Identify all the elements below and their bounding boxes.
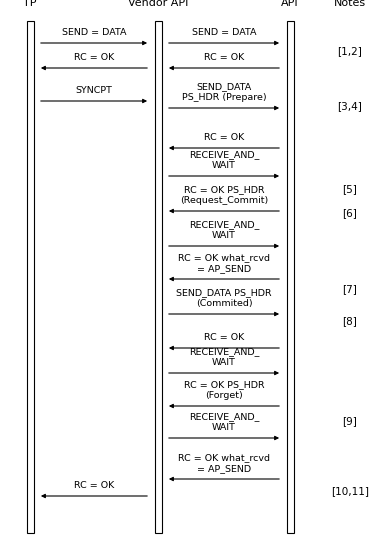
Text: RC = OK: RC = OK — [204, 133, 244, 142]
Text: RECEIVE_AND_
WAIT: RECEIVE_AND_ WAIT — [189, 150, 259, 170]
Text: Notes: Notes — [334, 0, 366, 8]
Text: RC = OK PS_HDR
(Forget): RC = OK PS_HDR (Forget) — [184, 381, 264, 400]
Text: [1,2]: [1,2] — [338, 46, 362, 56]
Text: RC = OK: RC = OK — [204, 53, 244, 62]
Text: SEND = DATA: SEND = DATA — [192, 28, 256, 37]
Text: SEND_DATA PS_HDR
(Commited): SEND_DATA PS_HDR (Commited) — [176, 289, 272, 308]
Text: [8]: [8] — [343, 316, 357, 326]
Text: [5]: [5] — [343, 184, 357, 194]
Bar — [27, 21, 33, 533]
Text: RC = OK: RC = OK — [74, 53, 114, 62]
Text: SEND = DATA: SEND = DATA — [62, 28, 126, 37]
Text: [9]: [9] — [343, 416, 357, 426]
Text: RECEIVE_AND_
WAIT: RECEIVE_AND_ WAIT — [189, 220, 259, 240]
Text: [10,11]: [10,11] — [331, 486, 369, 496]
Text: SYNCPT: SYNCPT — [75, 86, 113, 95]
Text: RC = OK what_rcvd
= AP_SEND: RC = OK what_rcvd = AP_SEND — [178, 453, 270, 473]
Text: [7]: [7] — [343, 284, 357, 294]
Text: RECEIVE_AND_
WAIT: RECEIVE_AND_ WAIT — [189, 348, 259, 367]
Text: SEND_DATA
PS_HDR (Prepare): SEND_DATA PS_HDR (Prepare) — [182, 83, 266, 102]
Bar — [287, 21, 293, 533]
Text: RC = OK PS_HDR
(Request_Commit): RC = OK PS_HDR (Request_Commit) — [180, 186, 268, 205]
Text: APPC
API: APPC API — [276, 0, 304, 8]
Text: [3,4]: [3,4] — [338, 101, 362, 111]
Text: TP: TP — [23, 0, 37, 8]
Bar — [155, 21, 161, 533]
Text: Vendor API: Vendor API — [128, 0, 188, 8]
Text: RC = OK: RC = OK — [204, 333, 244, 342]
Text: RC = OK what_rcvd
= AP_SEND: RC = OK what_rcvd = AP_SEND — [178, 253, 270, 273]
Text: RECEIVE_AND_
WAIT: RECEIVE_AND_ WAIT — [189, 413, 259, 432]
Text: [6]: [6] — [343, 208, 357, 218]
Text: RC = OK: RC = OK — [74, 481, 114, 490]
